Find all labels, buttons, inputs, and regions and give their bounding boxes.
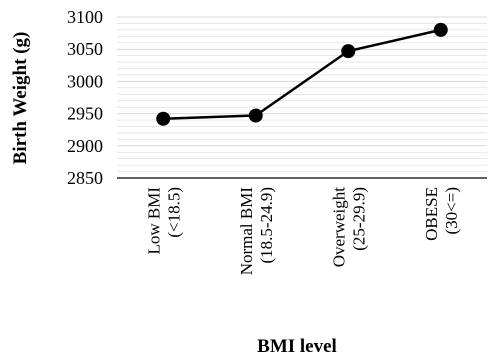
- y-tick-labels: 2850 2900 2950 3000 3050 3100: [67, 7, 103, 188]
- y-tick-label: 3050: [67, 39, 103, 59]
- x-tick-label: (30<=): [442, 187, 461, 235]
- data-point: [433, 22, 448, 37]
- y-tick-label: 2900: [67, 136, 103, 156]
- x-tick-label: Low BMI: [144, 187, 163, 255]
- x-tick-label: (18.5-24.9): [257, 187, 276, 263]
- x-tick-label: (25-29.9): [349, 187, 368, 251]
- y-axis-title: Birth Weight (g): [10, 32, 31, 165]
- x-tick-labels: Low BMI (<18.5) Normal BMI (18.5-24.9) Overw…: [144, 187, 461, 276]
- data-point: [156, 111, 171, 126]
- data-point: [248, 108, 263, 123]
- x-tick-label: Normal BMI: [237, 187, 256, 276]
- y-tick-label: 3000: [67, 71, 103, 91]
- x-axis-title: BMI level: [257, 336, 337, 357]
- x-tick-label: Overweight: [329, 187, 348, 268]
- y-tick-label: 2850: [67, 168, 103, 188]
- data-point: [341, 44, 356, 59]
- y-tick-label: 3100: [67, 7, 103, 27]
- y-tick-label: 2950: [67, 104, 103, 124]
- series-line: [163, 28, 442, 121]
- grid-layer: [117, 16, 487, 172]
- x-tick-label: (<18.5): [164, 187, 183, 238]
- series-layer: [156, 22, 448, 126]
- x-tick-label: OBESE: [422, 187, 441, 241]
